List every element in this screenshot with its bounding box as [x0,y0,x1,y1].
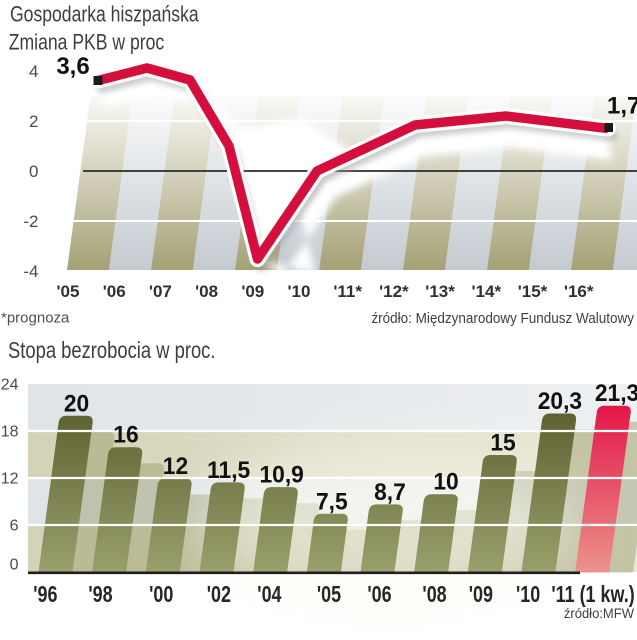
svg-text:źródło:MFW: źródło:MFW [564,606,634,622]
svg-text:10,9: 10,9 [260,461,304,488]
svg-text:'11 (1 kw.): '11 (1 kw.) [551,582,634,608]
svg-text:*prognoza: *prognoza [1,310,70,327]
svg-text:'06: '06 [367,582,391,608]
svg-text:12: 12 [163,452,188,479]
svg-text:10: 10 [433,468,458,495]
svg-text:'10: '10 [288,282,311,301]
svg-text:'05: '05 [57,282,80,301]
svg-text:'04: '04 [257,582,282,608]
svg-text:'08: '08 [195,282,218,301]
svg-text:'10: '10 [516,582,540,608]
svg-text:'00: '00 [149,582,173,608]
svg-text:24: 24 [1,377,19,394]
svg-text:'07: '07 [149,282,172,301]
svg-text:'06: '06 [103,282,126,301]
svg-text:Gospodarka hiszpańska: Gospodarka hiszpańska [10,3,199,27]
svg-text:20,3: 20,3 [538,387,582,414]
svg-text:'13*: '13* [425,282,455,301]
svg-text:'08: '08 [422,582,446,608]
svg-text:'09: '09 [469,582,493,608]
svg-text:'05: '05 [317,582,341,608]
svg-text:12: 12 [1,471,19,488]
svg-text:4: 4 [29,62,38,81]
svg-text:11,5: 11,5 [207,456,250,483]
svg-text:8,7: 8,7 [374,478,406,505]
svg-text:21,3: 21,3 [595,380,637,407]
svg-text:7,5: 7,5 [316,488,348,515]
svg-text:-2: -2 [23,212,38,231]
svg-text:'16*: '16* [564,282,594,301]
svg-text:źródło: Międzynarodowy Fundusz: źródło: Międzynarodowy Fundusz Walutowy [371,310,634,327]
svg-text:'96: '96 [33,582,57,608]
svg-text:'11*: '11* [333,282,362,301]
svg-text:20: 20 [64,390,89,417]
svg-text:-4: -4 [23,262,38,281]
svg-text:'15*: '15* [518,282,548,301]
svg-text:2: 2 [29,112,38,131]
svg-text:Zmiana PKB w proc: Zmiana PKB w proc [9,31,164,55]
svg-text:'02: '02 [207,582,231,608]
svg-text:0: 0 [10,557,19,574]
svg-text:15: 15 [490,429,515,456]
svg-text:Stopa bezrobocia w proc.: Stopa bezrobocia w proc. [8,338,215,363]
svg-text:0: 0 [29,162,38,181]
svg-text:6: 6 [10,518,19,535]
svg-text:16: 16 [113,421,138,448]
svg-text:'14*: '14* [472,282,502,301]
svg-text:3,6: 3,6 [56,53,89,80]
svg-text:'12*: '12* [379,282,409,301]
svg-text:'98: '98 [88,582,112,608]
svg-text:18: 18 [1,424,19,441]
svg-text:'09: '09 [241,282,264,301]
svg-text:1,7: 1,7 [607,93,637,120]
